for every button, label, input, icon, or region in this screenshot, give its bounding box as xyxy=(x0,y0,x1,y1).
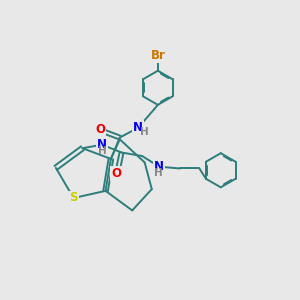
Text: S: S xyxy=(69,191,78,205)
Text: N: N xyxy=(133,121,143,134)
Text: N: N xyxy=(154,160,164,173)
Text: H: H xyxy=(98,146,106,156)
Text: H: H xyxy=(140,127,149,137)
Text: H: H xyxy=(154,168,163,178)
Text: O: O xyxy=(111,167,121,180)
Text: Br: Br xyxy=(150,49,165,62)
Text: N: N xyxy=(97,138,107,151)
Text: O: O xyxy=(95,123,105,136)
